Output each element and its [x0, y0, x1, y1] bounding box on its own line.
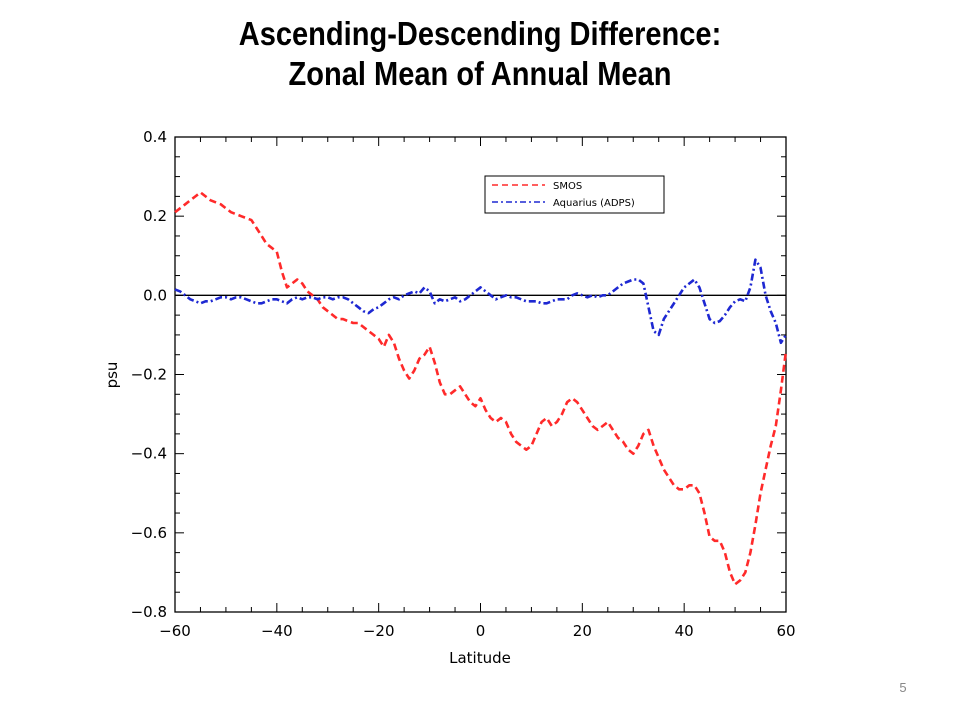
legend-label-smos: SMOS: [553, 181, 582, 192]
x-tick-label: 0: [476, 622, 486, 640]
y-tick-label: −0.8: [131, 603, 167, 621]
series-line-smos: [174, 191, 788, 586]
y-tick-label: −0.6: [131, 524, 167, 542]
y-tick-label: 0.2: [143, 207, 167, 225]
x-axis-ticks: −60 −40 −20 0 20 40 60: [159, 137, 796, 640]
x-tick-label: 20: [573, 622, 592, 640]
slide-title-line-1: Ascending-Descending Difference:: [238, 15, 722, 52]
legend: SMOS Aquarius (ADPS): [484, 175, 665, 214]
y-tick-label: −0.4: [131, 445, 167, 463]
x-axis-label: Latitude: [449, 649, 511, 667]
page-number: 5: [899, 680, 907, 695]
y-axis-label: psu: [103, 362, 121, 389]
x-tick-label: 40: [675, 622, 694, 640]
series-layer: [174, 191, 788, 586]
x-tick-label: −20: [363, 622, 395, 640]
y-tick-label: 0.0: [143, 286, 167, 304]
series-line-aquarius: [174, 258, 788, 345]
slide-title: Ascending-Descending Difference: Zonal M…: [58, 14, 903, 94]
x-tick-label: −40: [261, 622, 293, 640]
legend-label-aquarius: Aquarius (ADPS): [553, 198, 635, 209]
y-tick-label: 0.4: [143, 128, 167, 146]
x-tick-label: 60: [776, 622, 795, 640]
y-tick-label: −0.2: [131, 366, 167, 384]
slide-title-line-2: Zonal Mean of Annual Mean: [288, 55, 672, 92]
x-tick-label: −60: [159, 622, 191, 640]
plot-area-frame: [174, 136, 787, 613]
legend-box: [484, 175, 665, 214]
y-axis-ticks: −0.8 −0.6 −0.4 −0.2 0.0 0.2 0.4: [131, 128, 786, 621]
